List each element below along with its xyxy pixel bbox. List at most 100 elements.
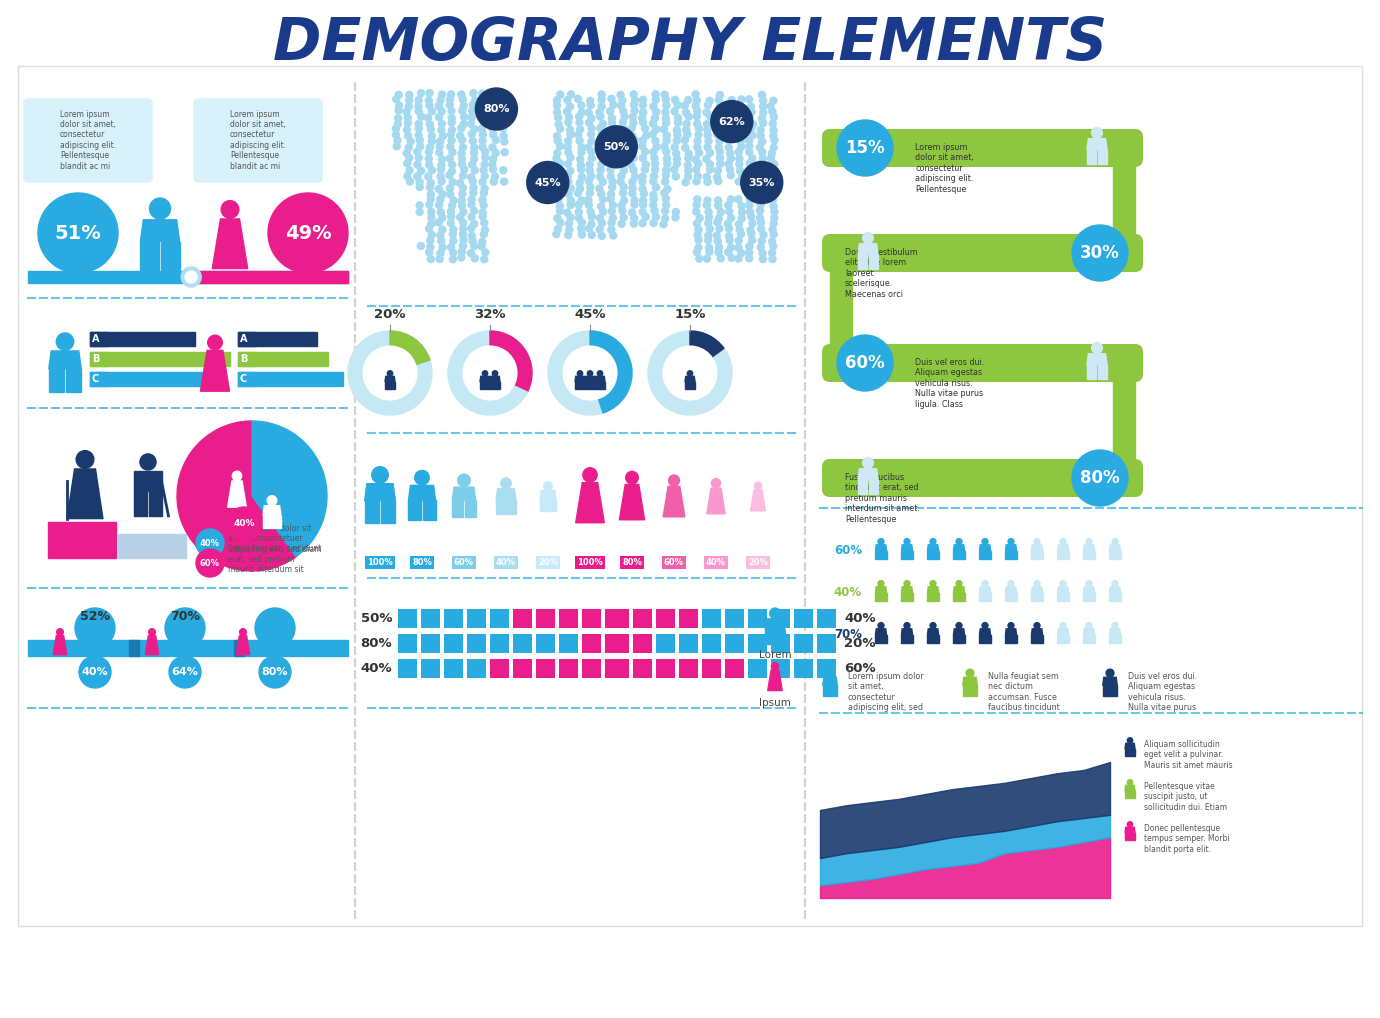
Circle shape <box>618 150 625 157</box>
Circle shape <box>39 193 119 273</box>
Polygon shape <box>901 629 912 635</box>
Circle shape <box>770 608 780 619</box>
Circle shape <box>479 96 486 103</box>
Text: 15%: 15% <box>675 308 705 321</box>
Bar <box>28 640 348 656</box>
Circle shape <box>650 120 657 127</box>
Circle shape <box>650 178 657 185</box>
Circle shape <box>653 91 660 98</box>
Circle shape <box>393 137 402 145</box>
Circle shape <box>631 202 638 208</box>
Circle shape <box>471 150 477 157</box>
Circle shape <box>643 161 650 168</box>
Circle shape <box>639 114 646 121</box>
Circle shape <box>1060 623 1065 628</box>
Circle shape <box>724 114 731 121</box>
Circle shape <box>404 132 411 139</box>
Circle shape <box>693 202 700 209</box>
Circle shape <box>493 91 500 98</box>
Text: 64%: 64% <box>171 667 199 677</box>
Polygon shape <box>1110 635 1115 643</box>
Circle shape <box>437 237 444 244</box>
Circle shape <box>458 197 465 204</box>
Circle shape <box>631 220 638 227</box>
Circle shape <box>566 226 573 233</box>
Circle shape <box>588 149 595 156</box>
Text: 20%: 20% <box>374 308 406 321</box>
Circle shape <box>748 173 755 180</box>
Circle shape <box>471 126 477 132</box>
Circle shape <box>696 244 702 251</box>
Polygon shape <box>980 593 985 601</box>
Circle shape <box>574 131 582 138</box>
Text: 100%: 100% <box>367 558 393 567</box>
Circle shape <box>598 103 606 110</box>
Circle shape <box>460 172 466 179</box>
Bar <box>444 634 464 653</box>
Circle shape <box>585 178 592 185</box>
Circle shape <box>715 120 722 127</box>
Circle shape <box>745 254 752 262</box>
Circle shape <box>930 623 936 628</box>
Circle shape <box>620 108 627 115</box>
Polygon shape <box>684 377 696 382</box>
Circle shape <box>694 220 701 227</box>
Polygon shape <box>882 635 886 643</box>
Circle shape <box>555 196 562 204</box>
Circle shape <box>479 178 486 185</box>
Circle shape <box>727 195 734 203</box>
Text: 30%: 30% <box>1081 244 1121 262</box>
Circle shape <box>479 196 486 204</box>
Circle shape <box>607 108 614 115</box>
Circle shape <box>406 145 413 152</box>
Circle shape <box>564 209 571 216</box>
Polygon shape <box>385 382 389 389</box>
Circle shape <box>609 178 615 185</box>
Circle shape <box>642 149 649 155</box>
Circle shape <box>639 173 646 180</box>
Polygon shape <box>1063 635 1068 643</box>
Bar <box>610 634 629 653</box>
Polygon shape <box>422 501 436 520</box>
Circle shape <box>426 202 433 208</box>
Circle shape <box>448 149 455 156</box>
Circle shape <box>639 220 646 227</box>
Polygon shape <box>1083 551 1089 559</box>
Polygon shape <box>480 377 490 382</box>
Circle shape <box>437 162 444 169</box>
Circle shape <box>756 144 763 151</box>
Circle shape <box>738 209 745 216</box>
Circle shape <box>682 136 689 144</box>
Polygon shape <box>980 545 991 551</box>
Bar <box>724 659 744 678</box>
Polygon shape <box>1057 593 1063 601</box>
Circle shape <box>653 214 660 221</box>
Circle shape <box>770 97 777 104</box>
Circle shape <box>715 248 722 256</box>
Polygon shape <box>490 377 500 382</box>
Circle shape <box>425 161 432 168</box>
Polygon shape <box>266 648 284 662</box>
Circle shape <box>607 190 614 197</box>
Circle shape <box>501 477 511 489</box>
Bar <box>748 609 767 628</box>
Circle shape <box>460 236 468 243</box>
Bar <box>90 372 108 386</box>
Circle shape <box>759 138 766 146</box>
Circle shape <box>392 131 399 138</box>
Circle shape <box>585 144 592 151</box>
Circle shape <box>586 98 593 104</box>
Circle shape <box>268 496 277 505</box>
Circle shape <box>491 103 498 110</box>
Polygon shape <box>1089 551 1094 559</box>
Polygon shape <box>264 515 272 528</box>
Circle shape <box>480 256 487 263</box>
Circle shape <box>631 91 638 98</box>
Circle shape <box>450 197 457 204</box>
Circle shape <box>196 549 224 577</box>
Circle shape <box>1086 623 1092 628</box>
Circle shape <box>639 155 646 162</box>
Circle shape <box>737 103 744 110</box>
Circle shape <box>599 155 606 161</box>
Circle shape <box>704 256 711 262</box>
